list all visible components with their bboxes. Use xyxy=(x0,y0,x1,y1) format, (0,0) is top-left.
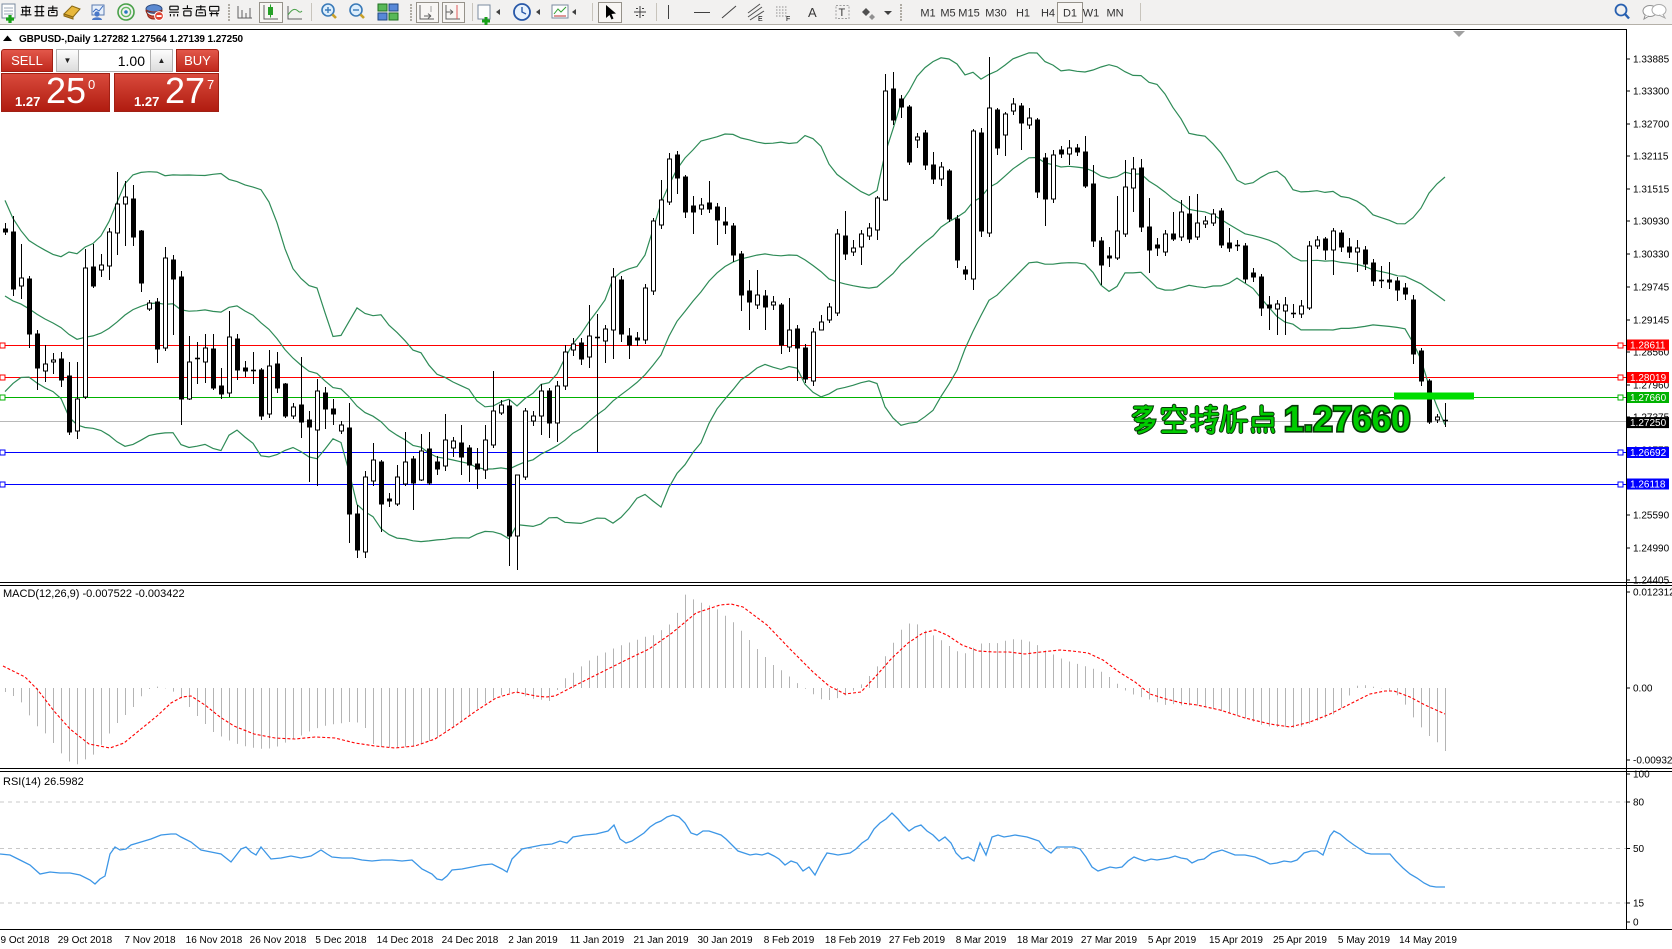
svg-text:21 Jan 2019: 21 Jan 2019 xyxy=(633,935,688,946)
svg-text:1.30930: 1.30930 xyxy=(1633,217,1670,228)
svg-text:15 Apr 2019: 15 Apr 2019 xyxy=(1209,935,1263,946)
svg-text:1.25590: 1.25590 xyxy=(1633,511,1670,522)
svg-text:GBPUSD-,Daily 1.27282 1.27564: GBPUSD-,Daily 1.27282 1.27564 1.27139 1.… xyxy=(19,34,244,45)
svg-text:F: F xyxy=(786,16,790,23)
svg-text:24 Dec 2018: 24 Dec 2018 xyxy=(442,935,499,946)
svg-text:MACD(12,26,9) -0.007522 -0.003: MACD(12,26,9) -0.007522 -0.003422 xyxy=(3,588,185,600)
svg-text:W1: W1 xyxy=(1083,8,1100,20)
svg-text:5 May 2019: 5 May 2019 xyxy=(1338,935,1391,946)
svg-text:14 Dec 2018: 14 Dec 2018 xyxy=(377,935,434,946)
svg-text:1.27660: 1.27660 xyxy=(1284,400,1411,439)
svg-text:7 Nov 2018: 7 Nov 2018 xyxy=(124,935,176,946)
svg-text:26 Nov 2018: 26 Nov 2018 xyxy=(250,935,307,946)
svg-text:0.012312: 0.012312 xyxy=(1633,588,1672,599)
svg-text:MN: MN xyxy=(1106,8,1123,20)
svg-text:9 Oct 2018: 9 Oct 2018 xyxy=(1,935,50,946)
svg-text:16 Nov 2018: 16 Nov 2018 xyxy=(186,935,243,946)
svg-text:1.26118: 1.26118 xyxy=(1630,480,1666,491)
svg-text:15: 15 xyxy=(1633,899,1645,910)
svg-text:A: A xyxy=(808,5,817,20)
svg-text:8 Feb 2019: 8 Feb 2019 xyxy=(764,935,815,946)
svg-text:H1: H1 xyxy=(1016,8,1030,20)
svg-text:5 Apr 2019: 5 Apr 2019 xyxy=(1148,935,1197,946)
svg-text:0: 0 xyxy=(1633,918,1639,929)
svg-text:14 May 2019: 14 May 2019 xyxy=(1399,935,1457,946)
svg-text:1.29745: 1.29745 xyxy=(1633,283,1670,294)
svg-text:1.27660: 1.27660 xyxy=(1630,393,1667,404)
svg-text:1.28611: 1.28611 xyxy=(1630,341,1666,352)
svg-text:1.30330: 1.30330 xyxy=(1633,250,1670,261)
svg-text:0.00: 0.00 xyxy=(1633,684,1653,695)
svg-text:H4: H4 xyxy=(1041,8,1055,20)
svg-text:M5: M5 xyxy=(940,8,955,20)
svg-text:18 Mar 2019: 18 Mar 2019 xyxy=(1017,935,1074,946)
svg-text:1.27660: 1.27660 xyxy=(1284,400,1411,439)
svg-text:-0.009328: -0.009328 xyxy=(1633,756,1672,767)
svg-text:80: 80 xyxy=(1633,798,1645,809)
svg-text:M30: M30 xyxy=(985,8,1006,20)
svg-text:30 Jan 2019: 30 Jan 2019 xyxy=(697,935,752,946)
svg-text:100: 100 xyxy=(1633,770,1650,781)
svg-text:1.33885: 1.33885 xyxy=(1633,55,1670,66)
svg-text:29 Oct 2018: 29 Oct 2018 xyxy=(58,935,113,946)
svg-text:1.29145: 1.29145 xyxy=(1633,316,1670,327)
svg-text:D1: D1 xyxy=(1063,8,1077,20)
svg-text:RSI(14) 26.5982: RSI(14) 26.5982 xyxy=(3,776,84,788)
svg-text:M1: M1 xyxy=(920,8,935,20)
svg-text:1.28560: 1.28560 xyxy=(1633,348,1670,359)
svg-text:1.24405: 1.24405 xyxy=(1633,576,1670,587)
svg-text:25 Apr 2019: 25 Apr 2019 xyxy=(1273,935,1327,946)
svg-text:27 Feb 2019: 27 Feb 2019 xyxy=(889,935,946,946)
svg-text:1.24990: 1.24990 xyxy=(1633,544,1670,555)
svg-text:8 Mar 2019: 8 Mar 2019 xyxy=(956,935,1007,946)
svg-text:5 Dec 2018: 5 Dec 2018 xyxy=(315,935,367,946)
svg-text:11 Jan 2019: 11 Jan 2019 xyxy=(570,935,625,946)
svg-text:1.32115: 1.32115 xyxy=(1633,152,1669,163)
svg-text:1.26692: 1.26692 xyxy=(1630,448,1667,459)
svg-text:T: T xyxy=(839,7,846,19)
svg-text:1.27250: 1.27250 xyxy=(1630,418,1667,429)
svg-text:1.32700: 1.32700 xyxy=(1633,120,1670,131)
svg-text:27 Mar 2019: 27 Mar 2019 xyxy=(1081,935,1138,946)
svg-text:1.33300: 1.33300 xyxy=(1633,87,1670,98)
svg-text:50: 50 xyxy=(1633,844,1645,855)
svg-text:18 Feb 2019: 18 Feb 2019 xyxy=(825,935,882,946)
svg-text:1.27960: 1.27960 xyxy=(1633,381,1670,392)
svg-text:M15: M15 xyxy=(958,8,979,20)
svg-text:2 Jan 2019: 2 Jan 2019 xyxy=(508,935,558,946)
svg-text:E: E xyxy=(758,16,763,23)
svg-text:1.31515: 1.31515 xyxy=(1633,185,1670,196)
svg-text:1.28019: 1.28019 xyxy=(1630,373,1667,384)
